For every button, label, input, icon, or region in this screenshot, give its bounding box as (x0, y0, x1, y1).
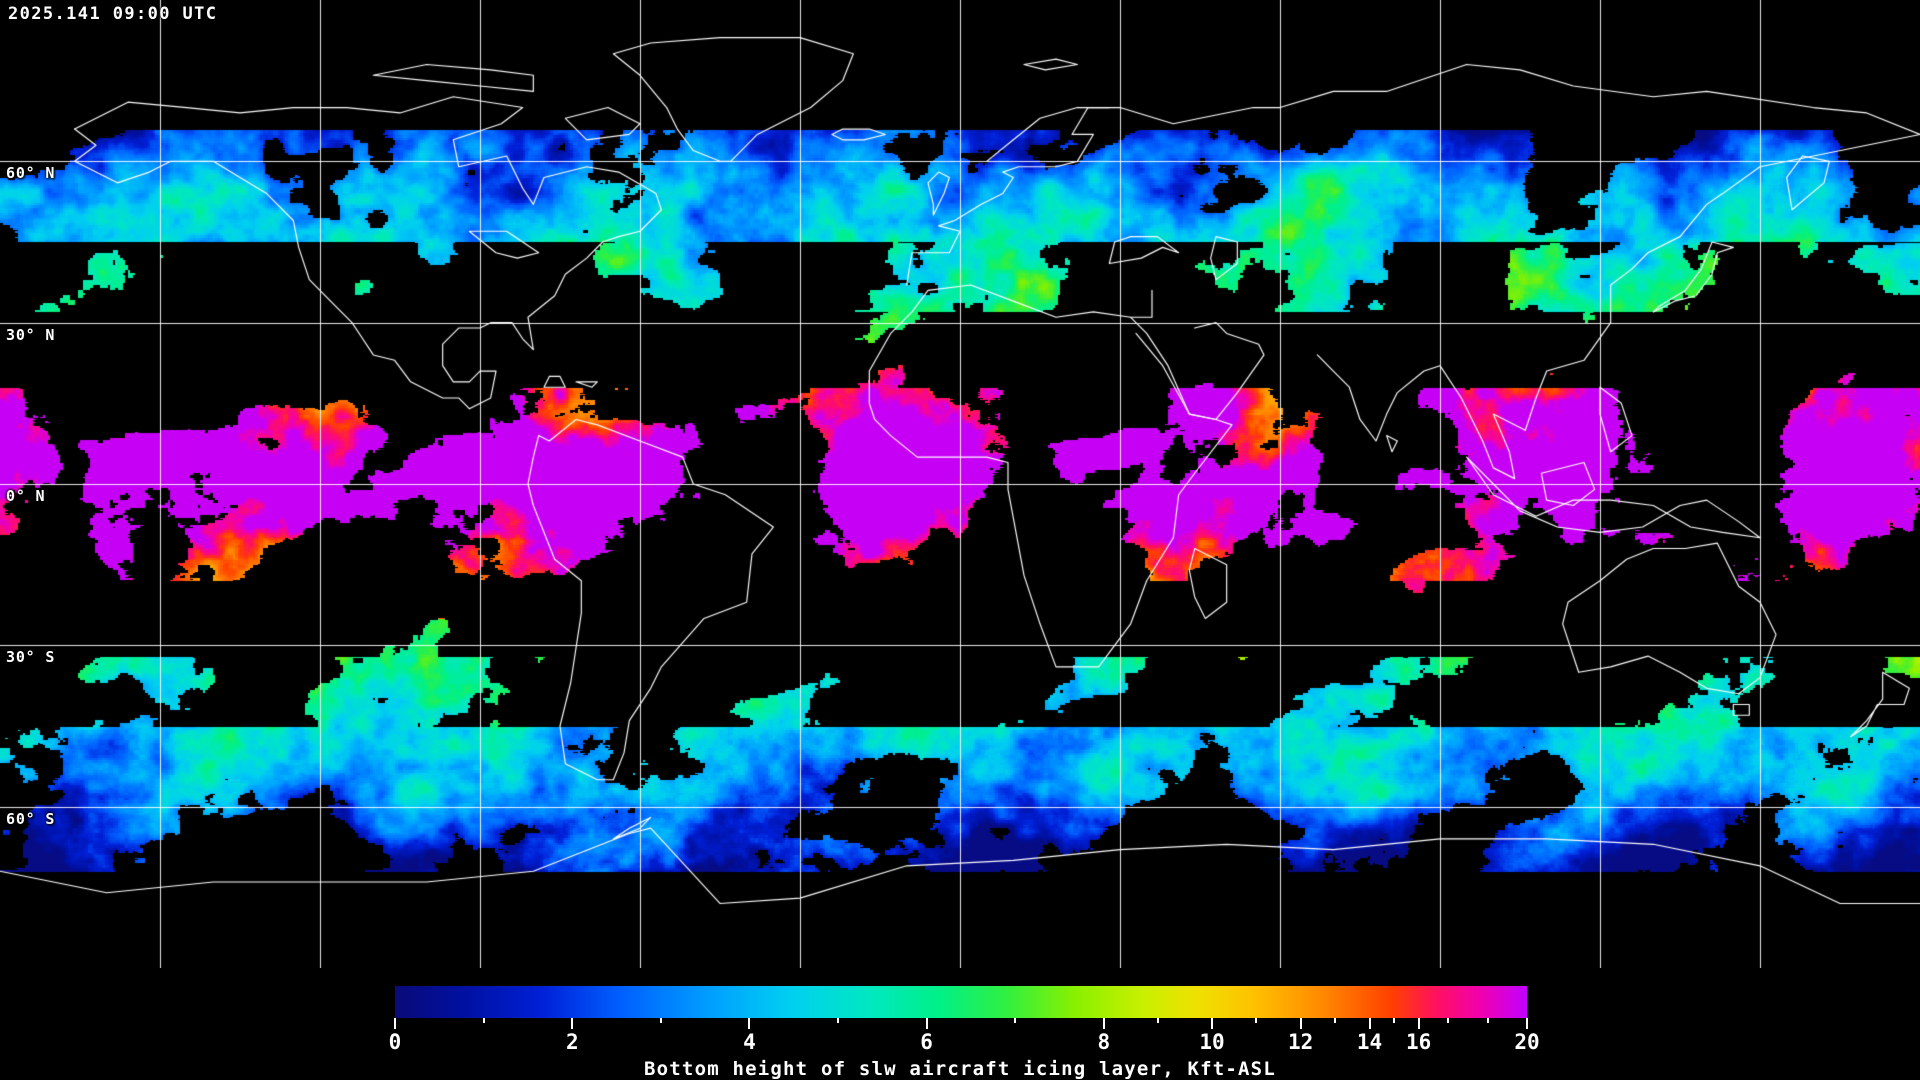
colorbar-major-tick (1102, 1018, 1105, 1029)
colorbar-caption: Bottom height of slw aircraft icing laye… (644, 1058, 1276, 1080)
colorbar-panel: 0 2 4 6 8 10 12 14 16 20 Bottom height of slw air… (0, 968, 1920, 1080)
colorbar-major-tick (394, 1018, 396, 1029)
colorbar-minor-tick (1156, 1018, 1159, 1023)
colorbar-tick-label: 2 (565, 1030, 579, 1054)
colorbar-tick-label: 12 (1287, 1030, 1314, 1054)
colorbar-minor-tick (1255, 1018, 1258, 1023)
colorbar-tick-label: 10 (1199, 1030, 1225, 1054)
colorbar[interactable] (395, 986, 1527, 1018)
colorbar-tick-label: 0 (388, 1030, 402, 1054)
colorbar-minor-tick (837, 1018, 840, 1023)
map-panel[interactable]: 2025.141 09:00 UTC 60° N 30° N 0° N 30° … (0, 0, 1920, 968)
colorbar-major-tick (748, 1018, 751, 1029)
colorbar-tick-label: 8 (1097, 1030, 1111, 1054)
colorbar-minor-tick (1393, 1018, 1396, 1023)
colorbar-gradient (395, 986, 1527, 1018)
colorbar-tick-label: 4 (743, 1030, 756, 1054)
colorbar-minor-tick (1447, 1018, 1450, 1023)
colorbar-minor-tick (482, 1018, 485, 1023)
global-icing-heatmap-canvas[interactable] (0, 0, 1920, 968)
colorbar-major-tick (1368, 1018, 1371, 1029)
colorbar-tick-label: 16 (1406, 1030, 1432, 1054)
colorbar-minor-tick (659, 1018, 662, 1023)
timestamp-label: 2025.141 09:00 UTC (8, 4, 218, 24)
colorbar-tick-label: 6 (920, 1030, 933, 1054)
colorbar-major-tick (925, 1018, 928, 1029)
colorbar-major-tick (1211, 1018, 1214, 1029)
colorbar-major-tick (1526, 1018, 1528, 1029)
colorbar-minor-tick (1014, 1018, 1017, 1023)
colorbar-minor-tick (1334, 1018, 1336, 1023)
colorbar-major-tick (1299, 1018, 1302, 1029)
colorbar-major-tick (1417, 1018, 1420, 1029)
colorbar-major-tick (571, 1018, 574, 1029)
colorbar-tick-label: 14 (1356, 1030, 1383, 1054)
colorbar-tick-marks (394, 1018, 1528, 1032)
colorbar-minor-tick (1486, 1018, 1489, 1023)
colorbar-tick-labels: 0 2 4 6 8 10 12 14 16 20 (389, 1030, 1540, 1056)
colorbar-tick-label: 20 (1514, 1030, 1540, 1054)
